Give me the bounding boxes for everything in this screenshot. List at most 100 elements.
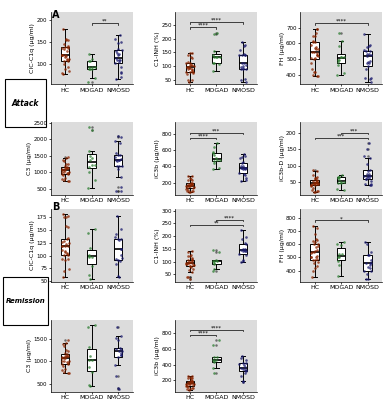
Point: [65, 361, 71, 367]
Point: [183, 60, 190, 66]
Point: [64, 43, 71, 49]
Point: [313, 44, 320, 50]
Point: [64, 37, 71, 43]
Point: [361, 268, 367, 274]
Point: [313, 175, 319, 181]
Point: [185, 378, 191, 385]
Point: [64, 161, 71, 168]
Point: [365, 276, 371, 282]
Point: [335, 257, 342, 264]
Point: [186, 386, 192, 393]
Point: [86, 364, 92, 370]
PathPatch shape: [88, 349, 96, 371]
Point: [336, 57, 342, 63]
Point: [189, 256, 195, 262]
Point: [113, 157, 120, 164]
Point: [312, 32, 318, 39]
Point: [315, 242, 322, 249]
Point: [310, 268, 316, 274]
Point: [243, 360, 249, 367]
Point: [311, 260, 317, 266]
Point: [365, 168, 371, 174]
PathPatch shape: [337, 248, 345, 260]
Point: [364, 271, 371, 278]
Point: [366, 51, 372, 58]
Point: [335, 174, 342, 180]
Point: [61, 343, 67, 350]
Point: [212, 370, 218, 376]
Point: [364, 160, 371, 167]
Point: [113, 335, 119, 342]
Point: [313, 236, 319, 242]
Point: [211, 151, 217, 158]
PathPatch shape: [239, 364, 247, 370]
Point: [364, 52, 370, 59]
Point: [86, 66, 93, 72]
Point: [185, 253, 191, 260]
Point: [211, 261, 217, 268]
Point: [112, 138, 118, 144]
Point: [115, 51, 122, 57]
Point: [189, 372, 195, 379]
Point: [242, 166, 248, 172]
Point: [187, 276, 193, 282]
Point: [187, 263, 193, 270]
Point: [59, 354, 65, 360]
Point: [186, 189, 192, 196]
PathPatch shape: [337, 177, 345, 183]
Point: [116, 163, 122, 169]
Point: [189, 173, 195, 179]
Point: [64, 370, 71, 376]
Point: [239, 165, 245, 172]
PathPatch shape: [61, 354, 69, 364]
Point: [189, 378, 195, 384]
Point: [312, 231, 318, 238]
Point: [86, 252, 92, 258]
Point: [310, 257, 316, 264]
Point: [335, 30, 342, 36]
Point: [60, 273, 66, 280]
Point: [112, 362, 118, 368]
Point: [339, 38, 345, 44]
Point: [310, 185, 316, 191]
Point: [187, 378, 193, 385]
Point: [59, 166, 65, 173]
Point: [59, 70, 65, 76]
Point: [64, 154, 71, 160]
Point: [363, 48, 369, 54]
Point: [183, 183, 190, 190]
Point: [118, 174, 124, 180]
Point: [312, 55, 318, 62]
Point: [59, 354, 65, 361]
Point: [310, 172, 316, 178]
Point: [242, 75, 249, 82]
Point: [242, 364, 249, 370]
Point: [186, 79, 192, 85]
Point: [365, 264, 371, 270]
PathPatch shape: [212, 357, 221, 362]
Point: [114, 163, 120, 169]
Point: [64, 256, 71, 263]
Point: [210, 268, 217, 274]
Text: ****: ****: [224, 215, 235, 220]
Point: [86, 357, 92, 364]
Point: [88, 66, 95, 72]
Point: [216, 337, 222, 343]
Point: [183, 68, 190, 75]
Point: [210, 247, 216, 254]
Point: [312, 180, 318, 187]
Y-axis label: C1-INH (%): C1-INH (%): [155, 31, 160, 66]
Point: [310, 223, 316, 229]
Point: [187, 65, 193, 72]
Point: [211, 358, 217, 364]
Point: [242, 165, 249, 172]
PathPatch shape: [114, 50, 122, 63]
Point: [190, 262, 196, 268]
Point: [62, 353, 68, 359]
Point: [188, 252, 194, 258]
Point: [189, 54, 195, 61]
Point: [91, 226, 98, 232]
Point: [313, 180, 320, 187]
Point: [241, 43, 247, 50]
Point: [238, 66, 244, 72]
